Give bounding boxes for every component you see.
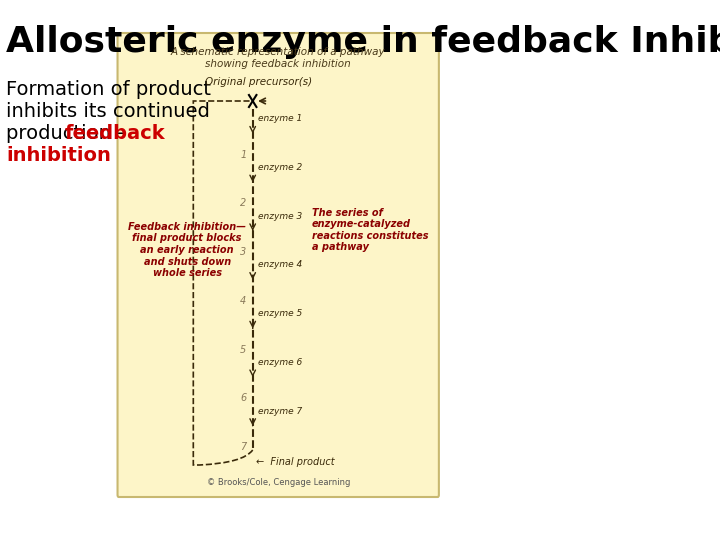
Text: 1: 1 [240, 150, 246, 160]
Text: enzyme 1: enzyme 1 [258, 114, 302, 123]
Text: feedback: feedback [65, 124, 166, 143]
Text: enzyme 4: enzyme 4 [258, 260, 302, 269]
Text: ←  Final product: ← Final product [256, 457, 335, 467]
FancyBboxPatch shape [117, 33, 439, 497]
Text: 2: 2 [240, 198, 246, 208]
Text: inhibits its continued: inhibits its continued [6, 102, 210, 121]
Text: enzyme 5: enzyme 5 [258, 309, 302, 318]
Text: Feedback inhibition—
final product blocks
an early reaction
and shuts down
whole: Feedback inhibition— final product block… [128, 222, 246, 278]
Text: inhibition: inhibition [6, 146, 111, 165]
Text: enzyme 2: enzyme 2 [258, 163, 302, 172]
Text: Allosteric enzyme in feedback Inhibition: Allosteric enzyme in feedback Inhibition [6, 25, 720, 59]
Text: 6: 6 [240, 393, 246, 403]
Text: enzyme 3: enzyme 3 [258, 212, 302, 221]
Text: 7: 7 [240, 442, 246, 452]
Text: A schematic representation of a pathway: A schematic representation of a pathway [171, 47, 385, 57]
Text: showing feedback inhibition: showing feedback inhibition [205, 59, 351, 69]
Text: enzyme 6: enzyme 6 [258, 358, 302, 367]
Text: © Brooks/Cole, Cengage Learning: © Brooks/Cole, Cengage Learning [207, 478, 350, 487]
Text: enzyme 7: enzyme 7 [258, 407, 302, 415]
Text: 3: 3 [240, 247, 246, 257]
Text: The series of
enzyme-catalyzed
reactions constitutes
a pathway: The series of enzyme-catalyzed reactions… [312, 207, 428, 252]
Text: Formation of product: Formation of product [6, 80, 211, 99]
Text: 4: 4 [240, 296, 246, 306]
Text: production –: production – [6, 124, 133, 143]
Text: 5: 5 [240, 345, 246, 355]
Text: Original precursor(s): Original precursor(s) [205, 77, 312, 87]
